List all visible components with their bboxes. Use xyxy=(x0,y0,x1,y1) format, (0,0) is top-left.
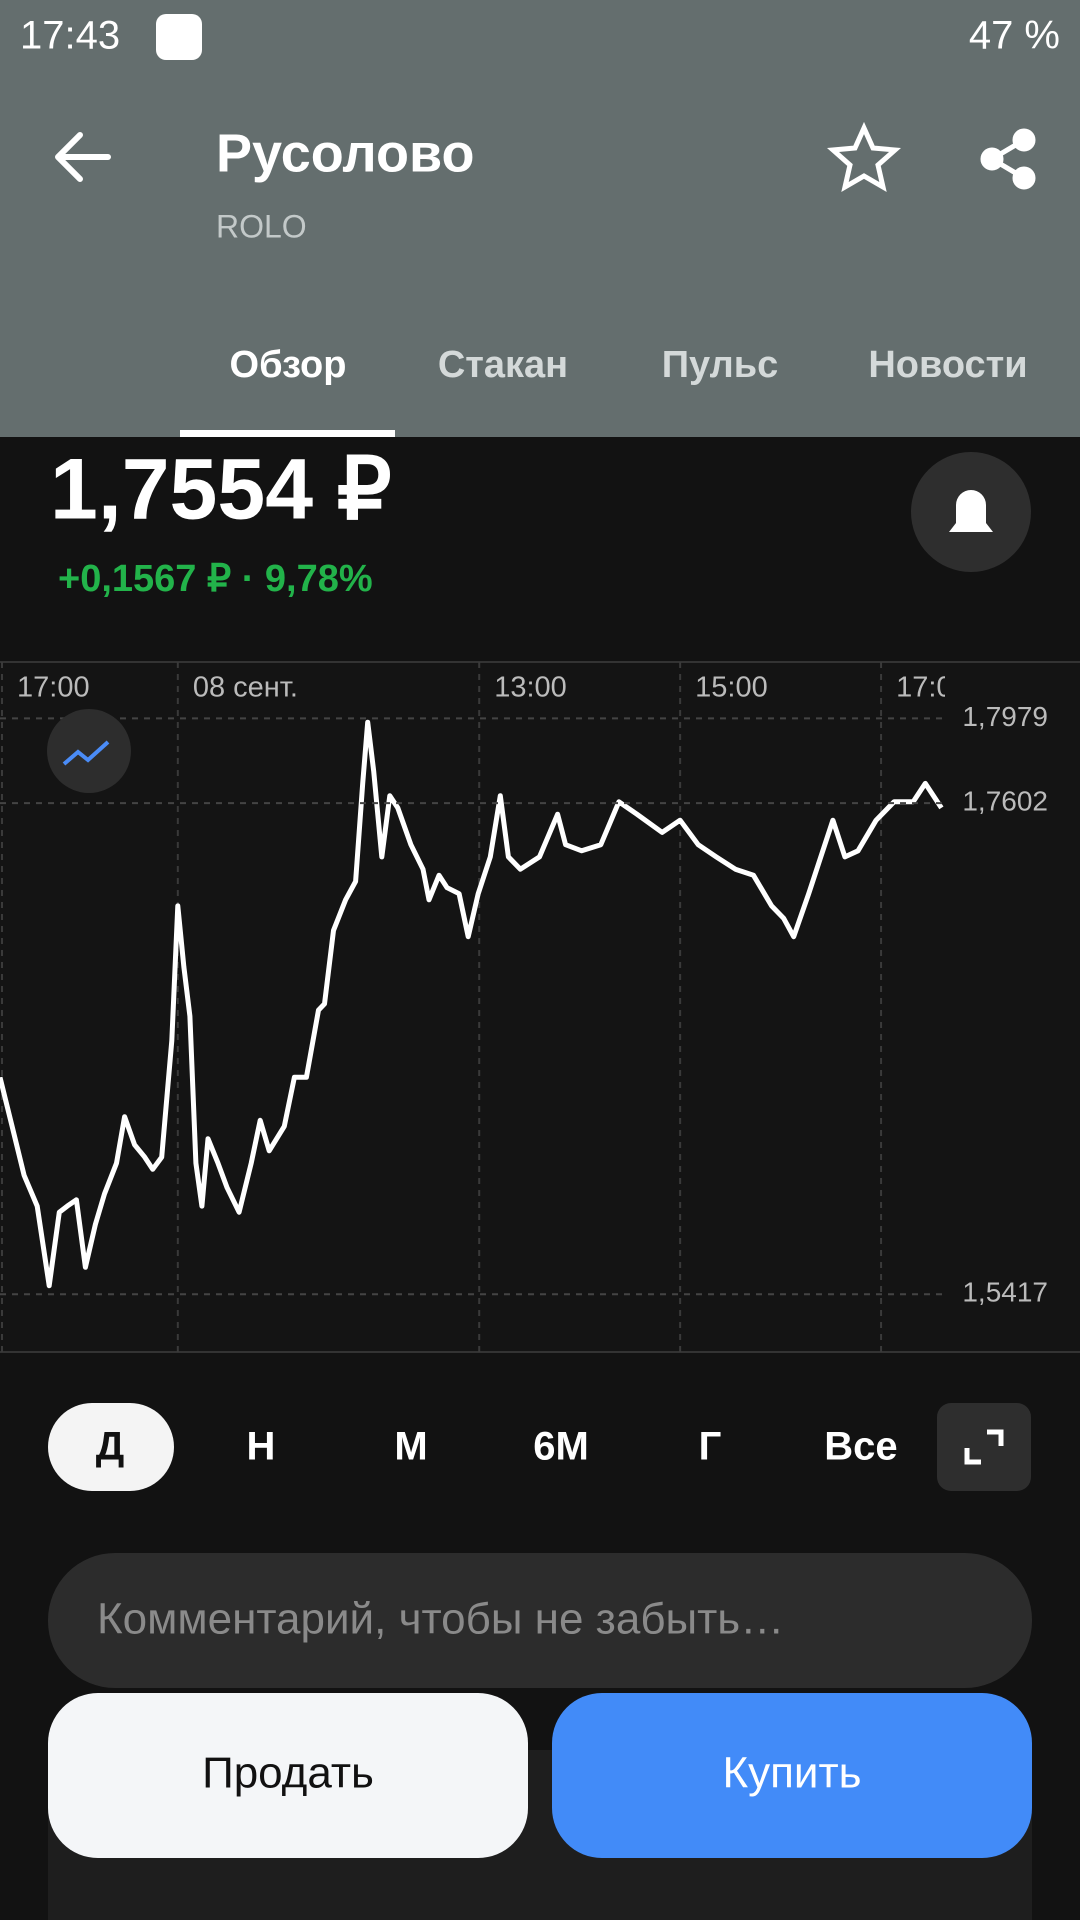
header-background xyxy=(0,0,1080,437)
buy-button[interactable] xyxy=(552,1693,1032,1858)
y-tick-label: 1,5417 xyxy=(962,1277,1048,1308)
status-battery: 47 % xyxy=(969,14,1060,58)
x-tick-label: 13:00 xyxy=(494,672,567,704)
buy-label: Купить xyxy=(722,1749,861,1798)
back-button[interactable] xyxy=(55,132,111,182)
tab[interactable]: Пульс xyxy=(662,344,779,386)
y-tick-label: 1,7602 xyxy=(962,786,1048,817)
y-label-background xyxy=(945,664,1080,1350)
x-tick-label: 17:00 xyxy=(17,672,90,704)
period-button[interactable]: Г xyxy=(699,1425,722,1469)
indicator-icon xyxy=(62,740,110,766)
y-tick-label: 1,7979 xyxy=(962,701,1048,732)
ticker: ROLO xyxy=(216,208,307,244)
indicator-button[interactable] xyxy=(47,709,131,793)
expand-button[interactable] xyxy=(937,1403,1031,1491)
tab[interactable]: Новости xyxy=(868,344,1027,386)
alert-icon xyxy=(949,490,993,532)
period-button[interactable]: Н xyxy=(247,1425,276,1469)
price-line xyxy=(0,719,944,1289)
period-button[interactable]: М xyxy=(394,1425,427,1469)
status-time: 17:43 xyxy=(20,14,120,58)
price-change: +0,1567 ₽ · 9,78% xyxy=(58,558,373,600)
period-button[interactable]: Д xyxy=(96,1425,125,1469)
period-button[interactable]: 6М xyxy=(533,1425,589,1469)
favorite-button[interactable] xyxy=(826,121,902,193)
comment-input[interactable] xyxy=(48,1553,1032,1688)
x-tick-label: 08 сент. xyxy=(193,672,298,704)
chart-area xyxy=(0,662,1080,1352)
expand-icon xyxy=(964,1429,1004,1465)
x-tick-label: 15:00 xyxy=(695,672,768,704)
tab[interactable]: Стакан xyxy=(438,344,568,386)
period-button[interactable]: Все xyxy=(824,1425,897,1469)
price: 1,7554 ₽ xyxy=(50,442,392,538)
app-icon xyxy=(156,14,202,60)
comment-placeholder: Комментарий, чтобы не забыть… xyxy=(97,1595,784,1644)
tab[interactable]: Обзор xyxy=(230,344,347,386)
tab-indicator xyxy=(180,430,395,437)
sell-label: Продать xyxy=(202,1749,374,1798)
period-active xyxy=(48,1403,174,1491)
sell-button[interactable] xyxy=(48,1693,528,1858)
title: Русолово xyxy=(216,123,474,183)
share-button[interactable] xyxy=(980,128,1036,190)
